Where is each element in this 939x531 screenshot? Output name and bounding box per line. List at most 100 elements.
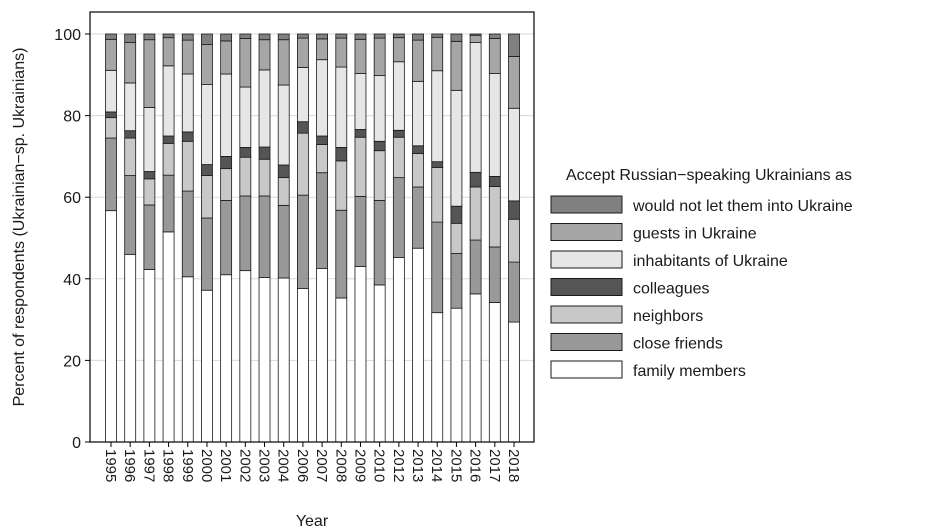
bar-segment xyxy=(354,129,367,138)
bar-segment xyxy=(124,42,137,84)
legend-swatch xyxy=(550,360,623,379)
bar-segment xyxy=(201,289,213,443)
x-tick-label: 2010 xyxy=(371,449,388,482)
x-tick-label: 2013 xyxy=(409,449,426,482)
bar-segment xyxy=(201,84,213,165)
bar-segment xyxy=(201,44,213,85)
bar-segment xyxy=(508,261,520,323)
bar-segment xyxy=(124,175,137,255)
bar-segment xyxy=(431,70,444,163)
bar-segment xyxy=(354,136,367,197)
bar-segment xyxy=(469,42,482,173)
bar-segment xyxy=(450,40,463,91)
bar-segment xyxy=(450,33,463,42)
legend-label: neighbors xyxy=(633,308,703,325)
bar-segment xyxy=(297,37,309,68)
bar-segment xyxy=(297,194,309,289)
bar-segment xyxy=(450,222,463,254)
bar-segment xyxy=(201,164,213,176)
legend-label: inhabitants of Ukraine xyxy=(633,253,788,270)
bar-segment xyxy=(277,277,290,443)
legend-label: colleagues xyxy=(633,281,710,298)
bar-segment xyxy=(392,61,405,131)
bar-segment xyxy=(316,33,328,40)
bar-segment xyxy=(508,56,520,109)
x-tick-label: 1998 xyxy=(160,449,177,482)
bar-segment xyxy=(412,39,424,82)
x-tick-label: 1997 xyxy=(140,449,157,482)
x-tick-label: 2007 xyxy=(313,449,330,482)
bar-segment xyxy=(297,132,309,196)
bar-segment xyxy=(277,39,290,86)
bar-segment xyxy=(469,171,482,188)
bar-segment xyxy=(335,33,348,39)
bar-segment xyxy=(508,107,520,202)
bar-segment xyxy=(258,195,271,278)
x-tick-label: 2015 xyxy=(447,449,464,482)
bar-segment xyxy=(373,33,386,39)
bar-segment xyxy=(258,158,271,197)
bar-segment xyxy=(143,107,156,172)
y-tick-label: 20 xyxy=(63,353,81,370)
y-tick-label: 60 xyxy=(63,190,81,207)
bar-segment xyxy=(508,33,520,57)
bar-segment xyxy=(220,40,233,75)
bar-segment xyxy=(412,186,424,249)
bar-segment xyxy=(354,266,367,443)
legend-title: Accept Russian−speaking Ukrainians as xyxy=(566,167,852,184)
bars xyxy=(105,33,520,443)
bar-segment xyxy=(105,137,117,212)
bar-segment xyxy=(239,156,252,197)
bar-segment xyxy=(143,204,156,270)
bar-segment xyxy=(105,69,117,113)
bar-segment xyxy=(316,38,328,61)
y-axis-title: Percent of respondents (Ukrainian−sp. Uk… xyxy=(11,48,28,407)
bar-segment xyxy=(412,153,424,188)
bar-segment xyxy=(412,247,424,443)
bar-segment xyxy=(335,297,348,443)
legend-label: guests in Ukraine xyxy=(633,226,757,243)
x-tick-label: 2008 xyxy=(332,449,349,482)
bar-segment xyxy=(124,130,137,139)
bar-segment xyxy=(450,205,463,224)
bar-segment xyxy=(316,59,328,137)
bar-segment xyxy=(412,80,424,147)
bar-segment xyxy=(508,200,520,220)
bar-segment xyxy=(373,37,386,77)
bar-segment xyxy=(469,239,482,295)
legend-label: would not let them into Ukraine xyxy=(632,198,853,215)
bar-segment xyxy=(124,137,137,176)
bar-segment xyxy=(258,33,271,41)
bar-segment xyxy=(508,321,520,443)
bar-segment xyxy=(488,33,501,39)
bar-segment xyxy=(162,142,175,176)
bar-segment xyxy=(373,200,386,286)
bar-segment xyxy=(316,144,328,174)
bar-segment xyxy=(469,293,482,443)
grid-lines xyxy=(90,33,534,443)
bar-segment xyxy=(450,307,463,443)
bar-segment xyxy=(162,37,175,67)
bar-segment xyxy=(162,174,175,233)
y-tick-label: 80 xyxy=(63,109,81,126)
bar-segment xyxy=(201,217,213,291)
bar-segment xyxy=(105,111,117,119)
legend-swatch xyxy=(550,305,623,324)
bar-segment xyxy=(335,66,348,148)
bar-segment xyxy=(277,33,290,41)
bar-segment xyxy=(220,168,233,201)
y-tick-label: 0 xyxy=(72,435,81,452)
x-axis-title: Year xyxy=(296,513,329,530)
x-tick-label: 2016 xyxy=(467,449,484,482)
x-tick-label: 1999 xyxy=(179,449,196,482)
bar-segment xyxy=(105,117,117,139)
bar-segment xyxy=(373,140,386,152)
bar-segment xyxy=(316,135,328,145)
x-tick-label: 2009 xyxy=(351,449,368,482)
bar-segment xyxy=(488,38,501,74)
bar-segment xyxy=(488,73,501,177)
legend-swatch xyxy=(550,333,623,351)
bar-segment xyxy=(392,37,405,63)
x-tick-label: 1996 xyxy=(121,449,138,482)
